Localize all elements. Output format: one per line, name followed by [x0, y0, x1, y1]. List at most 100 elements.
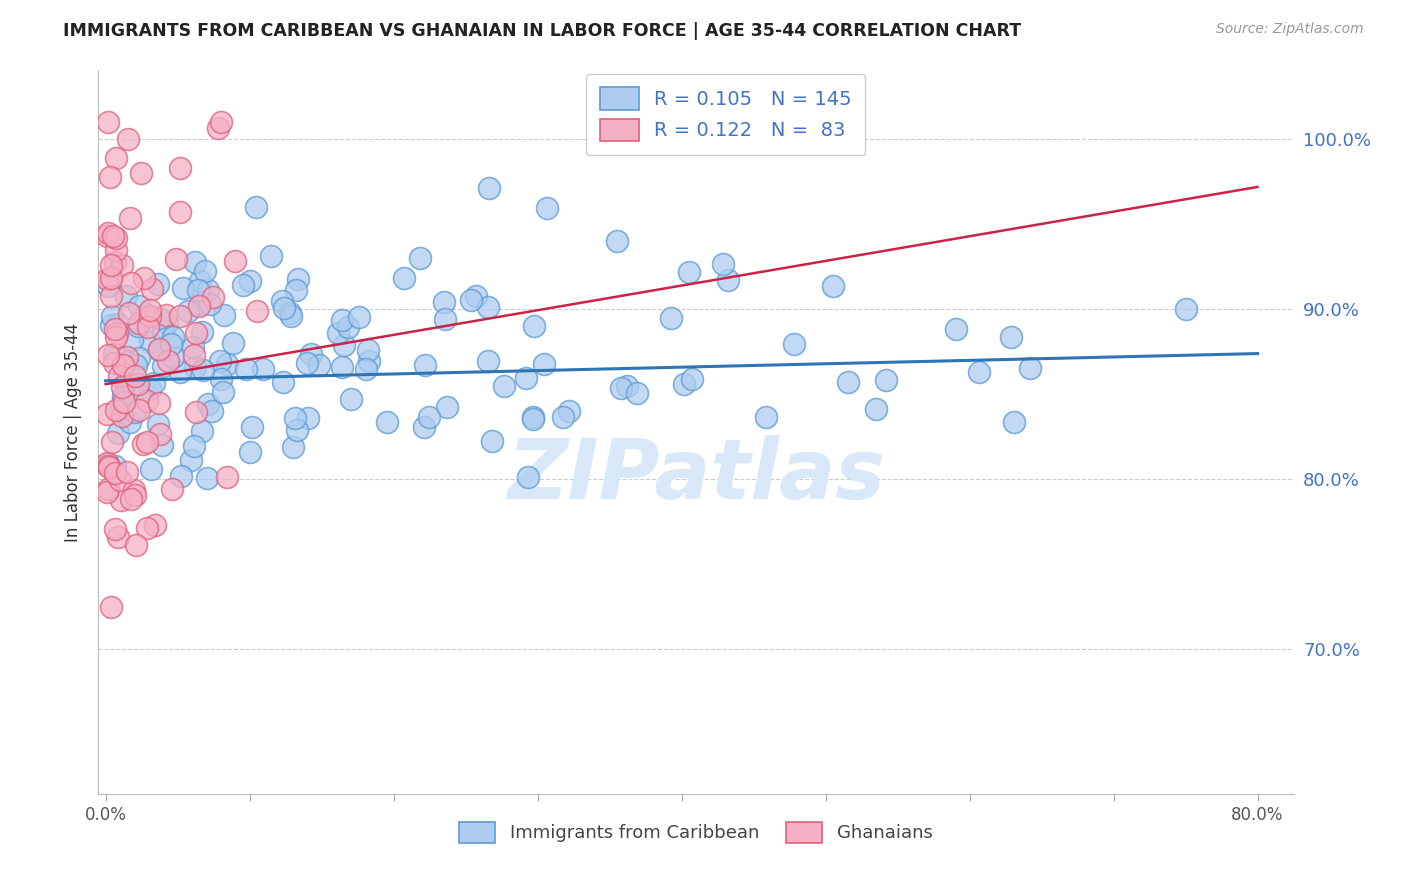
Point [201, 404, 224, 418]
Point [330, 360, 353, 375]
Point [239, 444, 262, 458]
Point [967, 365, 990, 379]
Point [477, 353, 499, 368]
Point [433, 311, 456, 326]
Point [118, 415, 141, 429]
Point [409, 252, 432, 266]
Point [160, 482, 183, 496]
Point [136, 434, 159, 449]
Point [394, 271, 416, 285]
Point [711, 257, 734, 271]
Point [162, 330, 184, 344]
Text: Source: ZipAtlas.com: Source: ZipAtlas.com [1216, 22, 1364, 37]
Point [148, 311, 170, 326]
Point [96, 407, 118, 421]
Point [865, 402, 887, 417]
Point [107, 425, 129, 440]
Point [551, 409, 574, 424]
Point [217, 470, 239, 484]
Point [308, 358, 330, 372]
Point [357, 353, 380, 368]
Point [183, 348, 205, 362]
Point [224, 254, 246, 268]
Point [209, 115, 232, 129]
Point [193, 363, 215, 377]
Point [755, 409, 778, 424]
Point [141, 462, 163, 476]
Point [252, 362, 274, 376]
Point [100, 434, 122, 449]
Point [184, 405, 207, 419]
Point [128, 403, 150, 417]
Point [516, 470, 538, 484]
Point [433, 294, 456, 309]
Point [515, 370, 537, 384]
Point [184, 359, 207, 374]
Point [104, 402, 127, 417]
Point [143, 517, 166, 532]
Point [100, 289, 122, 303]
Point [120, 276, 142, 290]
Point [460, 293, 482, 308]
Text: IMMIGRANTS FROM CARIBBEAN VS GHANAIAN IN LABOR FORCE | AGE 35-44 CORRELATION CHA: IMMIGRANTS FROM CARIBBEAN VS GHANAIAN IN… [63, 22, 1021, 40]
Point [128, 351, 150, 366]
Point [945, 322, 967, 336]
Point [128, 387, 150, 401]
Point [110, 403, 132, 417]
Point [134, 307, 156, 321]
Point [124, 405, 146, 419]
Point [1000, 330, 1022, 344]
Point [1019, 361, 1042, 376]
Point [165, 252, 187, 266]
Point [96, 271, 118, 285]
Point [557, 403, 579, 417]
Point [110, 493, 132, 508]
Point [208, 354, 231, 368]
Point [212, 308, 235, 322]
Point [191, 325, 214, 339]
Point [127, 376, 149, 391]
Point [125, 358, 148, 372]
Point [128, 299, 150, 313]
Point [678, 265, 700, 279]
Point [170, 468, 193, 483]
Point [201, 290, 224, 304]
Point [197, 283, 219, 297]
Point [118, 211, 141, 226]
Point [104, 467, 127, 481]
Point [111, 358, 134, 372]
Point [138, 383, 160, 397]
Point [107, 318, 129, 332]
Point [143, 376, 166, 390]
Point [156, 316, 179, 330]
Point [149, 427, 172, 442]
Point [191, 424, 214, 438]
Point [103, 356, 125, 370]
Point [169, 309, 191, 323]
Point [626, 386, 648, 401]
Point [96, 229, 118, 244]
Point [672, 377, 695, 392]
Point [418, 409, 440, 424]
Point [97, 226, 120, 240]
Point [104, 151, 127, 165]
Point [232, 277, 254, 292]
Point [533, 357, 555, 371]
Y-axis label: In Labor Force | Age 35-44: In Labor Force | Age 35-44 [63, 323, 82, 542]
Point [141, 281, 163, 295]
Point [159, 336, 181, 351]
Point [111, 380, 134, 394]
Point [152, 359, 174, 374]
Point [284, 411, 307, 425]
Point [134, 310, 156, 324]
Point [198, 297, 221, 311]
Point [155, 308, 177, 322]
Point [195, 471, 218, 485]
Point [98, 169, 121, 184]
Point [105, 326, 128, 340]
Point [783, 337, 806, 351]
Point [209, 372, 232, 386]
Point [104, 254, 127, 268]
Point [299, 347, 322, 361]
Point [297, 411, 319, 425]
